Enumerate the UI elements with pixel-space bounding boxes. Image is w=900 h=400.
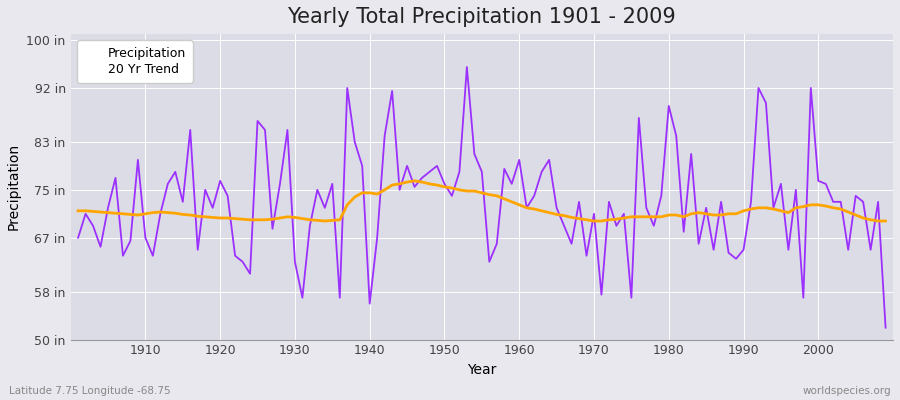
20 Yr Trend	[349, 195, 360, 200]
Precipitation	[514, 158, 525, 162]
Precipitation	[611, 223, 622, 228]
20 Yr Trend	[73, 208, 84, 213]
Precipitation	[132, 158, 143, 162]
20 Yr Trend	[297, 216, 308, 221]
20 Yr Trend	[521, 206, 532, 210]
20 Yr Trend	[529, 207, 540, 212]
Precipitation	[342, 86, 353, 90]
X-axis label: Year: Year	[467, 363, 497, 377]
Precipitation	[880, 325, 891, 330]
20 Yr Trend	[132, 213, 143, 218]
20 Yr Trend	[320, 219, 330, 224]
Precipitation	[297, 295, 308, 300]
Text: worldspecies.org: worldspecies.org	[803, 386, 891, 396]
20 Yr Trend	[618, 216, 629, 220]
Legend: Precipitation, 20 Yr Trend: Precipitation, 20 Yr Trend	[76, 40, 193, 82]
Precipitation	[521, 206, 532, 210]
Precipitation	[73, 235, 84, 240]
Y-axis label: Precipitation: Precipitation	[7, 143, 21, 230]
Line: 20 Yr Trend: 20 Yr Trend	[78, 181, 886, 221]
20 Yr Trend	[410, 178, 420, 183]
20 Yr Trend	[880, 219, 891, 224]
Title: Yearly Total Precipitation 1901 - 2009: Yearly Total Precipitation 1901 - 2009	[287, 7, 676, 27]
Text: Latitude 7.75 Longitude -68.75: Latitude 7.75 Longitude -68.75	[9, 386, 171, 396]
Precipitation	[462, 65, 472, 70]
Line: Precipitation: Precipitation	[78, 67, 886, 328]
